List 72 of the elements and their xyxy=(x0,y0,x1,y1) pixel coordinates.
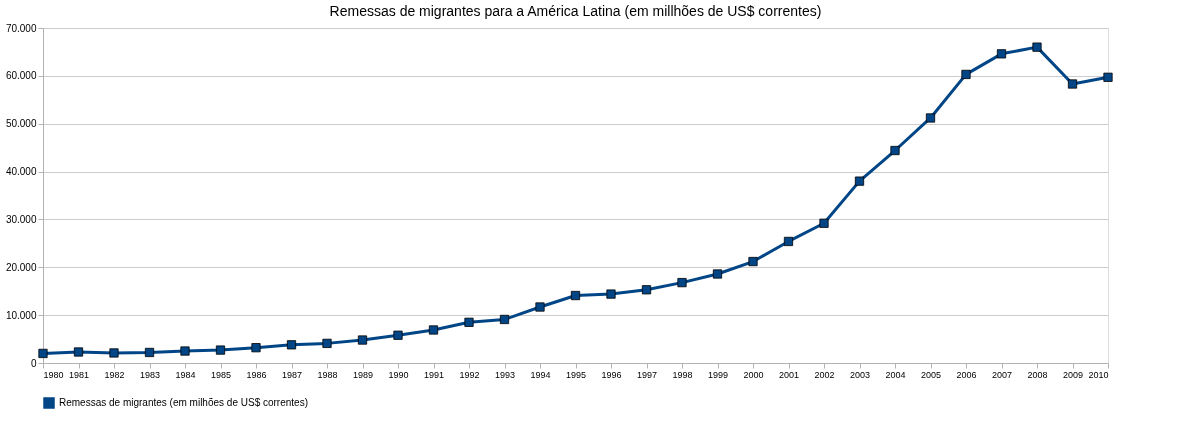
x-tick-label: 2000 xyxy=(743,369,764,380)
x-tick-label: 2009 xyxy=(1062,369,1084,380)
chart-title: Remessas de migrantes para a América Latina (em millhões de US$ correntes) xyxy=(329,3,822,19)
point xyxy=(748,256,758,267)
x-tick-label: 1990 xyxy=(388,369,409,380)
point xyxy=(1032,42,1042,52)
x-tick-label: 1988 xyxy=(317,369,338,380)
x-tick-label: 1992 xyxy=(459,369,480,380)
point xyxy=(1067,79,1078,89)
point xyxy=(286,340,297,350)
x-tick-label: 1985 xyxy=(210,369,232,380)
x-tick-label: 1984 xyxy=(175,369,196,380)
point xyxy=(570,290,581,301)
point xyxy=(961,69,971,80)
x-tick-label: 1983 xyxy=(139,369,161,380)
point xyxy=(996,49,1007,59)
x-tick-label: 2007 xyxy=(991,369,1013,380)
point xyxy=(393,330,403,340)
x-tick-label: 2001 xyxy=(778,369,800,380)
x-tick-label: 2006 xyxy=(956,369,977,380)
x-tick-label: 2005 xyxy=(920,369,942,380)
x-tick-label: 1981 xyxy=(68,369,90,380)
point xyxy=(606,289,616,299)
point xyxy=(499,314,510,325)
point xyxy=(535,302,545,312)
x-tick-label: 1989 xyxy=(352,369,374,380)
y-tick-label: 20.000 xyxy=(5,261,37,273)
y-tick-label: 70.000 xyxy=(5,22,37,34)
point xyxy=(677,278,687,288)
point xyxy=(38,348,48,359)
x-tick-label: 1996 xyxy=(601,369,622,380)
legend-label: Remessas de migrantes (em milhões de US$ correntes) xyxy=(59,397,308,408)
point xyxy=(819,218,829,228)
x-tick-label: 1999 xyxy=(707,369,729,380)
point xyxy=(109,348,119,358)
y-tick-label: 60.000 xyxy=(5,70,37,82)
y-tick-label: 0 xyxy=(30,357,37,369)
point xyxy=(251,343,261,353)
x-tick-label: 1998 xyxy=(672,369,693,380)
y-tick-label: 50.000 xyxy=(5,118,37,130)
x-tick-label: 1991 xyxy=(423,369,445,380)
x-tick-label: 1995 xyxy=(565,369,587,380)
x-tick-label: 1993 xyxy=(494,369,516,380)
x-tick-label: 1982 xyxy=(104,369,125,380)
x-tick-label: 2003 xyxy=(849,369,871,380)
x-tick-label: 1987 xyxy=(281,369,303,380)
x-tick-label: 2008 xyxy=(1027,369,1048,380)
x-tick-label: 1994 xyxy=(530,369,551,380)
x-tick-label: 2002 xyxy=(814,369,835,380)
point xyxy=(144,347,155,358)
point xyxy=(890,145,900,156)
x-tick-label: 2010 xyxy=(1088,369,1109,380)
point xyxy=(712,269,723,279)
point xyxy=(854,176,865,186)
point xyxy=(783,236,794,247)
point xyxy=(1103,72,1113,82)
point xyxy=(641,285,652,295)
x-tick-label: 1980 xyxy=(43,369,64,380)
y-tick-label: 30.000 xyxy=(5,213,37,225)
point xyxy=(925,113,936,123)
point xyxy=(322,338,332,348)
y-tick-label: 40.000 xyxy=(5,166,37,178)
point xyxy=(215,345,226,355)
point xyxy=(357,335,368,345)
point xyxy=(464,317,474,327)
x-tick-label: 2004 xyxy=(885,369,906,380)
x-tick-label: 1986 xyxy=(246,369,267,380)
x-tick-label: 1997 xyxy=(636,369,658,380)
point xyxy=(180,346,190,356)
point xyxy=(428,325,439,335)
point xyxy=(73,347,84,357)
y-tick-label: 10.000 xyxy=(5,309,37,321)
